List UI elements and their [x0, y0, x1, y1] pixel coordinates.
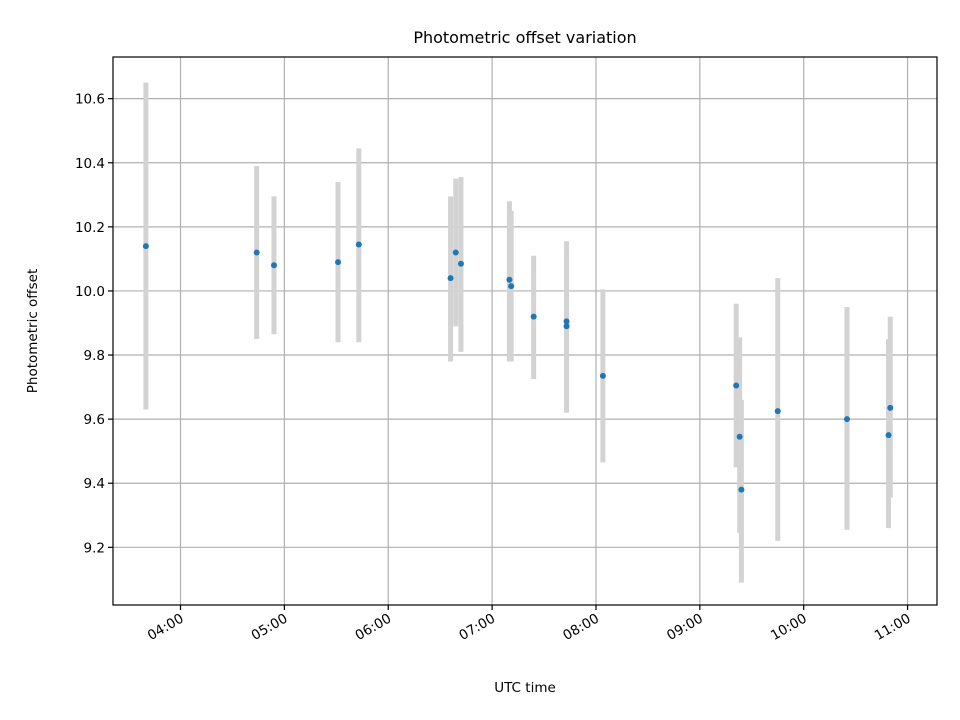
data-points [142, 241, 894, 493]
y-axis-ticks: 9.2 9.4 9.6 9.8 10.0 10.2 10.4 10.6 [75, 92, 113, 556]
data-point [733, 382, 740, 389]
data-point [738, 486, 745, 493]
data-point [563, 323, 570, 330]
data-point [563, 318, 570, 325]
y-axis-label: Photometric offset [25, 269, 41, 393]
y-tick-label: 9.2 [84, 540, 105, 556]
data-point [335, 259, 342, 266]
data-point [452, 249, 459, 256]
data-point [142, 243, 149, 250]
data-point [885, 432, 892, 439]
chart-title: Photometric offset variation [413, 28, 636, 47]
grid [113, 57, 937, 605]
y-tick-label: 9.6 [84, 412, 105, 428]
y-tick-label: 9.8 [84, 348, 105, 364]
data-point [599, 372, 606, 379]
data-point [447, 275, 454, 282]
plot-frame [112, 56, 938, 606]
data-point [355, 241, 362, 248]
data-point [843, 416, 850, 423]
data-point [253, 249, 260, 256]
data-point [530, 313, 537, 320]
data-point [887, 404, 894, 411]
y-tick-label: 10.2 [75, 220, 105, 236]
y-tick-label: 9.4 [84, 476, 105, 492]
data-point [736, 433, 743, 440]
y-tick-label: 10.0 [75, 284, 105, 300]
x-axis-label: UTC time [494, 680, 556, 696]
y-tick-label: 10.6 [75, 92, 105, 108]
y-tick-label: 10.4 [75, 156, 105, 172]
data-point [457, 260, 464, 267]
data-point [506, 276, 513, 283]
data-point [774, 408, 781, 415]
data-point [508, 283, 515, 290]
data-point [270, 262, 277, 269]
